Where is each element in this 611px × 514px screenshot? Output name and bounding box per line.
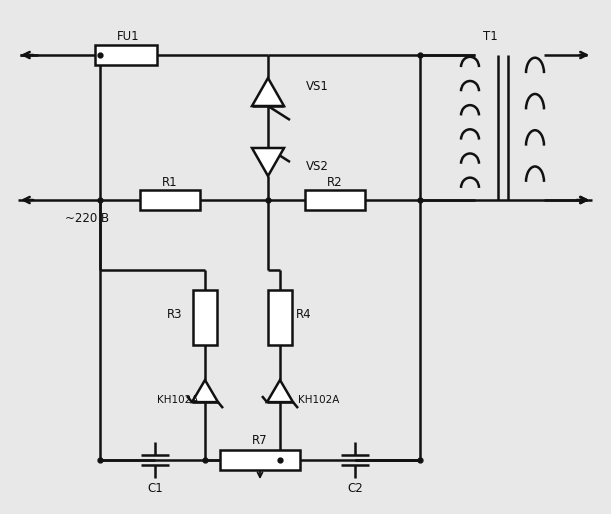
Text: FU1: FU1 <box>117 30 139 44</box>
Bar <box>140 190 200 210</box>
Bar <box>305 190 365 210</box>
Text: R2: R2 <box>327 175 343 189</box>
Text: R7: R7 <box>252 433 268 447</box>
Bar <box>268 290 292 345</box>
Text: T1: T1 <box>483 30 497 44</box>
Text: R1: R1 <box>162 175 178 189</box>
Text: C2: C2 <box>347 482 363 494</box>
Text: KH102A: KH102A <box>298 395 339 405</box>
Polygon shape <box>252 78 284 106</box>
Polygon shape <box>192 380 218 402</box>
Text: VS1: VS1 <box>306 80 329 93</box>
Polygon shape <box>267 380 293 402</box>
Text: VS2: VS2 <box>306 159 329 173</box>
Text: R4: R4 <box>296 308 312 321</box>
Text: C1: C1 <box>147 482 163 494</box>
Text: ~220 B: ~220 B <box>65 211 109 225</box>
Bar <box>95 45 157 65</box>
Text: KH102A: KH102A <box>157 395 199 405</box>
Polygon shape <box>252 148 284 176</box>
Text: R3: R3 <box>167 308 183 321</box>
Bar <box>220 450 300 470</box>
Bar <box>193 290 217 345</box>
